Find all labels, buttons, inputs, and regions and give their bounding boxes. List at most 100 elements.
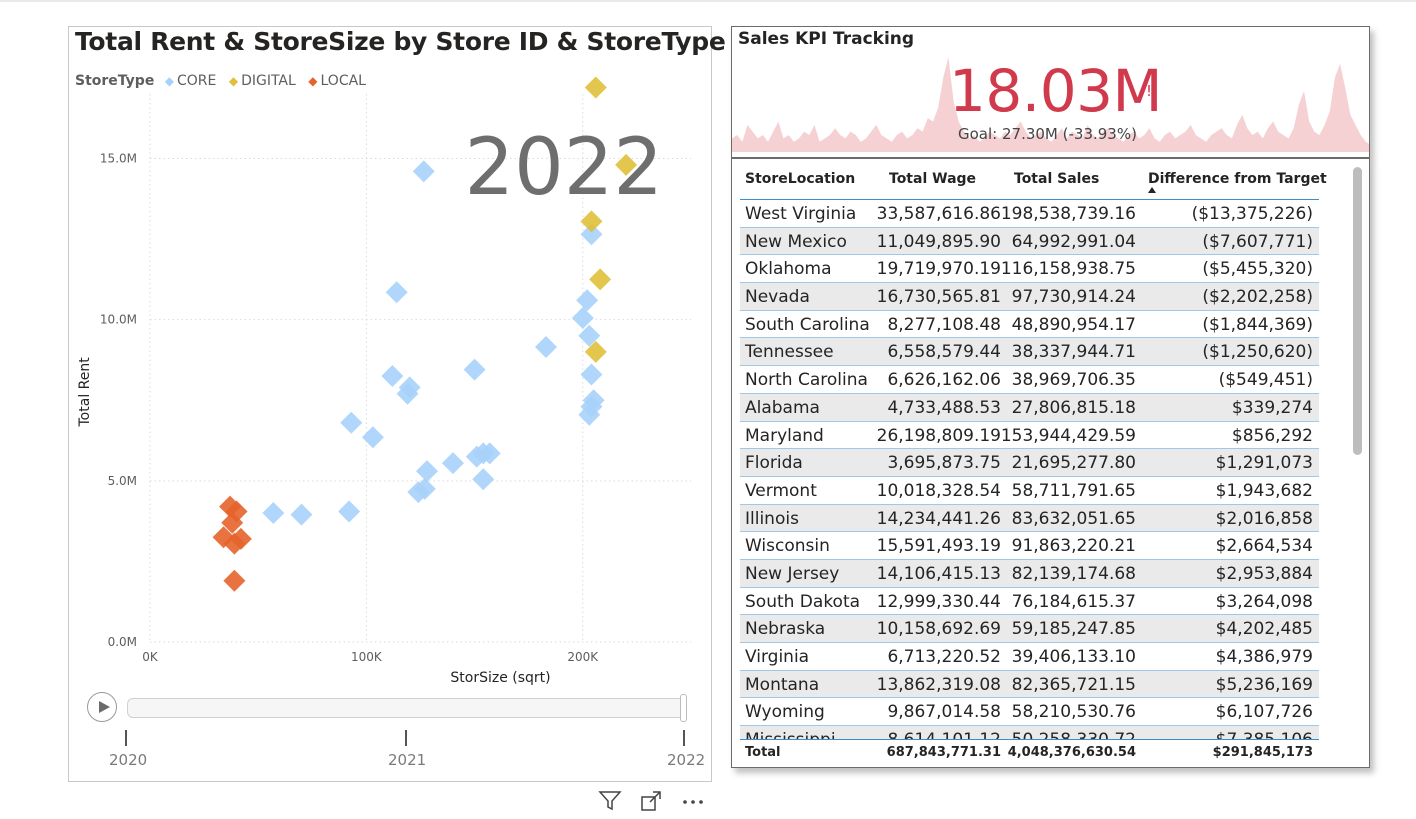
legend-item-core[interactable]: ◆ CORE (165, 73, 217, 89)
kpi-card[interactable]: Sales KPI Tracking 18.03M ! Goal: 27.30M… (731, 26, 1370, 158)
cell-total-wage: 19,719,970.19 (876, 259, 1001, 280)
scatter-point-core (340, 411, 363, 434)
cell-total-sales: 38,337,944.71 (1011, 342, 1136, 363)
scatter-point-core (580, 363, 603, 386)
cell-total-wage: 11,049,895.90 (876, 231, 1001, 252)
scatter-point-digital (584, 340, 607, 363)
table-row[interactable]: New Mexico 11,049,895.90 64,992,991.04 ($7,… (740, 227, 1319, 256)
store-table[interactable]: StoreLocation Total Wage Total Sales Dif… (731, 158, 1370, 768)
timeline-label-2022[interactable]: 2022 (667, 751, 706, 769)
cell-storelocation: Wyoming (745, 702, 825, 723)
cell-total-sales: 48,890,954.17 (1011, 314, 1136, 335)
diamond-icon: ◆ (228, 74, 239, 88)
scatter-point-core (381, 365, 404, 388)
table-row[interactable]: Vermont 10,018,328.54 58,711,791.65 $1,943,… (740, 477, 1319, 505)
total-label: Total (745, 745, 781, 760)
scatter-point-core (478, 442, 501, 465)
y-tick-label: 5.0M (108, 474, 137, 488)
cell-difference: ($13,375,226) (1191, 204, 1313, 224)
table-row[interactable]: Virginia 6,713,220.52 39,406,133.10 $4,386,… (740, 643, 1319, 671)
cell-total-wage: 4,733,488.53 (887, 397, 1001, 418)
cell-difference: $6,107,726 (1215, 702, 1313, 723)
total-difference: $291,845,173 (1212, 745, 1313, 760)
diamond-icon: ◆ (164, 74, 175, 88)
more-options-icon[interactable] (681, 790, 705, 817)
cell-total-sales: 76,184,615.37 (1011, 591, 1136, 612)
total-wage: 687,843,771.31 (886, 745, 1001, 760)
header-storelocation[interactable]: StoreLocation (745, 171, 856, 187)
cell-difference: $5,236,169 (1215, 674, 1313, 695)
cell-storelocation: Oklahoma (745, 259, 832, 280)
cell-storelocation: Maryland (745, 425, 824, 446)
x-tick-label: 100K (351, 650, 383, 664)
cell-storelocation: Vermont (745, 480, 817, 501)
cell-storelocation: South Carolina (745, 314, 870, 335)
cell-difference: $2,953,884 (1215, 563, 1313, 584)
cell-storelocation: North Carolina (745, 370, 868, 391)
sort-ascending-icon[interactable] (1148, 187, 1156, 193)
visual-header-icons (598, 790, 717, 817)
scatter-visual[interactable]: 0.0M 5.0M 10.0M 15.0M 0K 100K 200K StorSize (sq… (68, 26, 726, 782)
timeline-tick (125, 730, 127, 746)
legend-item-local[interactable]: ◆ LOCAL (308, 73, 366, 89)
table-row[interactable]: West Virginia 33,587,616.86 198,538,739.16… (740, 200, 1319, 228)
table-row[interactable]: Nevada 16,730,565.81 97,730,914.24 ($2,202,… (740, 283, 1319, 311)
table-row[interactable]: Alabama 4,733,488.53 27,806,815.18 $339,274 (740, 393, 1319, 422)
cell-total-wage: 15,591,493.19 (876, 536, 1001, 557)
kpi-warning-icon: ! (1146, 82, 1153, 100)
x-tick-label: 0K (142, 650, 159, 664)
scatter-point-core (441, 452, 464, 475)
scatter-point-local (223, 569, 246, 592)
table-row[interactable]: Oklahoma 19,719,970.19 116,158,938.75 ($5,4… (740, 255, 1319, 284)
table-header: StoreLocation Total Wage Total Sales Dif… (740, 171, 1327, 200)
table-scrollbar-thumb[interactable] (1353, 167, 1362, 455)
cell-total-wage: 14,234,441.26 (876, 508, 1001, 529)
timeline-slider-handle[interactable] (680, 694, 687, 722)
filter-icon[interactable] (598, 790, 622, 817)
cell-storelocation: Florida (745, 453, 803, 474)
table-row[interactable]: Nebraska 10,158,692.69 59,185,247.85 $4,202… (740, 615, 1319, 643)
scatter-point-core (361, 426, 384, 449)
timeline-label-2021[interactable]: 2021 (388, 751, 427, 769)
cell-total-sales: 59,185,247.85 (1011, 619, 1136, 640)
timeline-slider-track[interactable] (127, 698, 687, 718)
cell-total-wage: 6,558,579.44 (887, 342, 1001, 363)
scatter-point-core (385, 281, 408, 304)
scatter-title: Total Rent & StoreSize by Store ID & Sto… (75, 27, 726, 56)
kpi-trend-area (732, 57, 1369, 152)
timeline-label-2020[interactable]: 2020 (109, 751, 148, 769)
table-row[interactable]: New Jersey 14,106,415.13 82,139,174.68 $2,9… (740, 559, 1319, 588)
cell-difference: $4,202,485 (1215, 619, 1313, 640)
focus-mode-icon[interactable] (640, 790, 662, 817)
header-difference-from-target[interactable]: Difference from Target (1148, 171, 1327, 187)
header-total-wage[interactable]: Total Wage (889, 171, 977, 187)
table-row[interactable]: South Dakota 12,999,330.44 76,184,615.37 $3… (740, 588, 1319, 616)
scatter-point-core (338, 500, 361, 523)
table-row[interactable]: South Carolina 8,277,108.48 48,890,954.17 (… (740, 311, 1319, 339)
cell-storelocation: Nevada (745, 287, 810, 308)
cell-storelocation: Nebraska (745, 619, 826, 640)
table-row[interactable]: Tennessee 6,558,579.44 38,337,944.71 ($1,25… (740, 338, 1319, 367)
cell-total-wage: 8,277,108.48 (887, 314, 1001, 335)
scatter-point-core (535, 336, 558, 359)
table-row[interactable]: North Carolina 6,626,162.06 38,969,706.35 (… (740, 366, 1319, 394)
table-row[interactable]: Wyoming 9,867,014.58 58,210,530.76 $6,107,7… (740, 698, 1319, 727)
table-row[interactable]: Florida 3,695,873.75 21,695,277.80 $1,291,0… (740, 449, 1319, 477)
timeline-tick (683, 730, 685, 746)
table-row[interactable]: Mississippi 8,614,101.12 50,258,330.72 $7,3… (740, 726, 1319, 740)
scatter-chart: 0.0M 5.0M 10.0M 15.0M 0K 100K 200K StorSize (sq… (77, 76, 691, 686)
kpi-goal: Goal: 27.30M (-33.93%) (958, 125, 1137, 143)
header-total-sales[interactable]: Total Sales (1014, 171, 1100, 187)
table-row[interactable]: Wisconsin 15,591,493.19 91,863,220.21 $2,66… (740, 532, 1319, 560)
table-row[interactable]: Illinois 14,234,441.26 83,632,051.65 $2,016… (740, 504, 1319, 533)
play-button[interactable] (87, 692, 117, 722)
scatter-point-core (290, 503, 313, 526)
scatter-point-core (463, 358, 486, 381)
table-row[interactable]: Montana 13,862,319.08 82,365,721.15 $5,236,… (740, 670, 1319, 699)
cell-storelocation: Virginia (745, 647, 810, 667)
legend-item-digital[interactable]: ◆ DIGITAL (229, 73, 296, 89)
cell-total-wage: 3,695,873.75 (887, 453, 1001, 474)
legend-title: StoreType (75, 73, 155, 89)
table-row[interactable]: Maryland 26,198,809.19 153,944,429.59 $856,… (740, 422, 1319, 450)
cell-total-sales: 39,406,133.10 (1011, 647, 1136, 667)
